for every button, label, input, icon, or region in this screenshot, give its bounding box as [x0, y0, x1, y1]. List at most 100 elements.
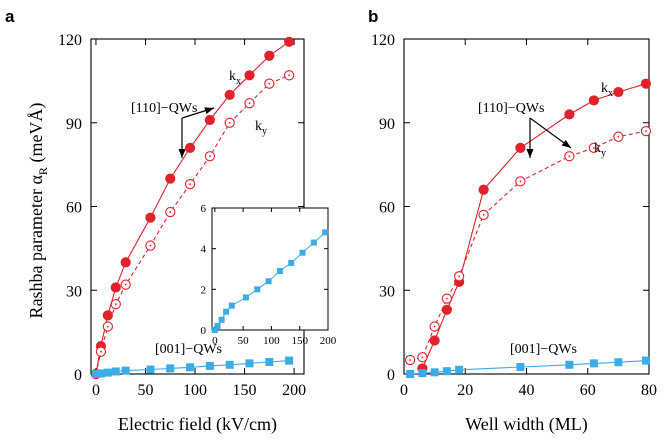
data-point-square: [225, 360, 234, 369]
x-tick-label: 0: [92, 382, 100, 399]
inset-x-tick-label: 150: [291, 335, 308, 347]
inset-x-tick-label: 0: [212, 335, 218, 347]
data-point-center-dot: [169, 211, 172, 213]
data-point-filled-circle: [110, 282, 121, 293]
data-point-filled-circle: [564, 109, 575, 120]
panel-label: a: [5, 7, 15, 26]
x-axis-title: Electric field (kV/cm): [118, 414, 277, 435]
data-point-center-dot: [248, 102, 251, 105]
arrow-110-down-head: [526, 149, 534, 158]
data-point-center-dot: [409, 359, 412, 361]
data-point-square: [111, 367, 120, 376]
data-point-center-dot: [617, 135, 620, 138]
data-point-center-dot: [421, 356, 424, 359]
data-point-square: [565, 360, 574, 369]
series-line: [410, 360, 646, 375]
y-axis-title-main: Rashba parameter α: [26, 175, 46, 319]
inset-data-point-square: [288, 259, 295, 266]
x-tick-label: 150: [233, 382, 257, 399]
data-point-square: [285, 356, 294, 365]
y-tick-label: 90: [379, 116, 395, 133]
data-point-square: [91, 370, 100, 378]
y-axis-title: Rashba parameter αR (meVÅ): [26, 103, 50, 319]
data-point-filled-circle: [515, 142, 526, 153]
y-tick-label: 90: [66, 116, 82, 133]
data-point-filled-circle: [244, 70, 255, 81]
x-tick-label: 40: [519, 382, 535, 399]
data-point-center-dot: [208, 155, 211, 158]
inset-x-tick-label: 100: [263, 335, 280, 347]
data-point-filled-circle: [145, 212, 156, 223]
x-tick-label: 20: [457, 382, 473, 399]
label-ky-subscript: y: [601, 148, 606, 159]
inset-data-point-square: [211, 327, 218, 333]
label-kx-subscript: x: [236, 76, 241, 87]
data-point-center-dot: [106, 325, 109, 328]
inset-data-point-square: [276, 268, 283, 275]
inset-data-point-square: [254, 286, 261, 293]
arrow-110-right-head: [204, 107, 214, 115]
arrow-110-right-head: [561, 139, 571, 148]
chart-panel-b: b 0 20 40 60 80 0 30 60 90 120 Well width (ML) [110]…: [368, 7, 657, 435]
data-point-center-dot: [482, 213, 485, 216]
x-tick-label: 200: [282, 382, 306, 399]
arrow-110-down-head: [178, 149, 186, 158]
label-ky-subscript: y: [262, 126, 267, 137]
inset-y-tick-label: 2: [201, 284, 207, 296]
label-kx-text: k: [229, 69, 236, 84]
inset-data-point-square: [242, 294, 249, 301]
data-point-square: [103, 368, 112, 377]
data-point-square: [166, 364, 175, 373]
y-tick-label: 0: [387, 367, 395, 384]
inset-y-tick-label: 4: [201, 244, 207, 256]
x-tick-label: 100: [183, 382, 207, 399]
data-point-center-dot: [445, 297, 448, 300]
label-110-qws-text: [110]−QWs: [478, 101, 544, 116]
data-point-center-dot: [114, 303, 117, 306]
data-point-center-dot: [149, 244, 152, 247]
x-tick-label: 60: [580, 382, 596, 399]
data-point-filled-circle: [613, 86, 624, 98]
inset-data-point-square: [265, 278, 272, 285]
data-point-filled-circle: [429, 335, 440, 346]
label-ky-text: k: [255, 119, 262, 134]
label-kx-text: k: [601, 81, 608, 96]
data-point-square: [265, 357, 274, 366]
data-point-square: [146, 365, 155, 374]
y-tick-label: 0: [74, 367, 82, 384]
data-point-square: [641, 356, 650, 365]
inset-data-point-square: [228, 302, 235, 309]
label-kx-subscript: x: [608, 88, 613, 99]
y-tick-label: 30: [66, 283, 82, 300]
y-tick-label: 30: [379, 283, 395, 300]
inset-y-tick-label: 6: [201, 203, 207, 215]
data-point-center-dot: [568, 155, 571, 158]
inset-x-tick-label: 200: [320, 335, 337, 347]
series-line: [421, 83, 647, 369]
series-line: [409, 130, 647, 361]
data-point-filled-circle: [204, 114, 215, 126]
data-point-filled-circle: [478, 184, 489, 195]
label-110-qws: [110]−QWs: [131, 101, 197, 116]
data-point-center-dot: [100, 350, 102, 353]
data-point-filled-circle: [264, 50, 275, 61]
data-point-filled-circle: [441, 304, 452, 315]
data-point-filled-circle: [120, 257, 131, 268]
data-point-square: [245, 359, 254, 368]
y-tick-label: 120: [371, 32, 395, 49]
inset-x-tick-label: 50: [238, 335, 250, 347]
data-point-square: [516, 363, 525, 372]
data-point-center-dot: [228, 121, 231, 124]
inset-data-point-square: [310, 239, 317, 246]
data-point-center-dot: [433, 325, 436, 328]
data-point-square: [418, 369, 427, 378]
label-kx: kx: [229, 69, 241, 87]
data-point-square: [186, 363, 195, 372]
inset-y-tick-label: 0: [201, 325, 207, 337]
data-point-square: [589, 359, 598, 368]
label-110-qws: [110]−QWs: [478, 101, 544, 116]
inset-frame: [211, 207, 329, 331]
inset-data-point-square: [223, 308, 230, 315]
data-point-filled-circle: [284, 36, 295, 47]
